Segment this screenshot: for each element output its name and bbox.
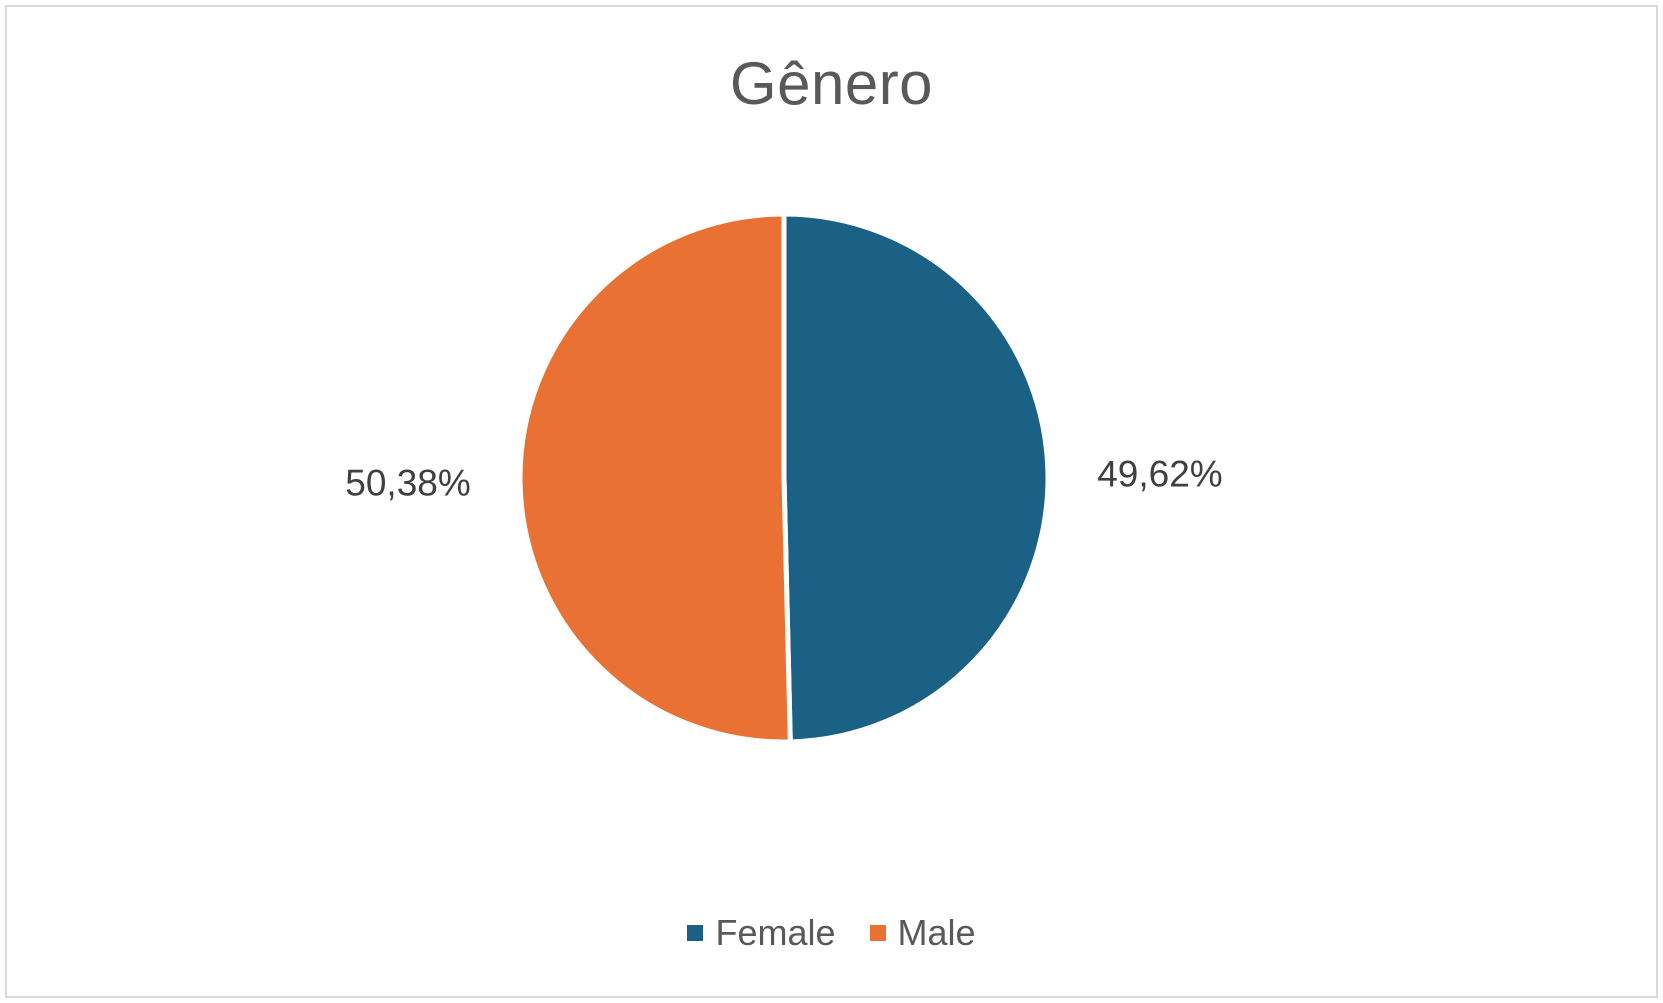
pie-slice-female: [781, 211, 1051, 745]
legend-item-male: Male: [869, 912, 976, 954]
pie-slices: [517, 211, 1051, 745]
data-label-male: 50,38%: [345, 462, 471, 503]
legend-label-female: Female: [715, 912, 836, 953]
chart-area: Gênero 49,62% 50,38% Female Male: [5, 5, 1658, 998]
legend-label-male: Male: [897, 912, 976, 953]
data-label-female: 49,62%: [1097, 454, 1223, 495]
legend-item-female: Female: [687, 912, 836, 954]
legend: Female Male: [7, 912, 1656, 954]
pie-chart: 49,62% 50,38%: [345, 211, 1223, 745]
pie-slice-male: [517, 211, 793, 745]
legend-swatch-female: [687, 925, 704, 941]
pie-data-labels: 49,62% 50,38%: [345, 454, 1222, 504]
legend-swatch-male: [869, 925, 886, 941]
chart-title: Gênero: [729, 50, 934, 117]
